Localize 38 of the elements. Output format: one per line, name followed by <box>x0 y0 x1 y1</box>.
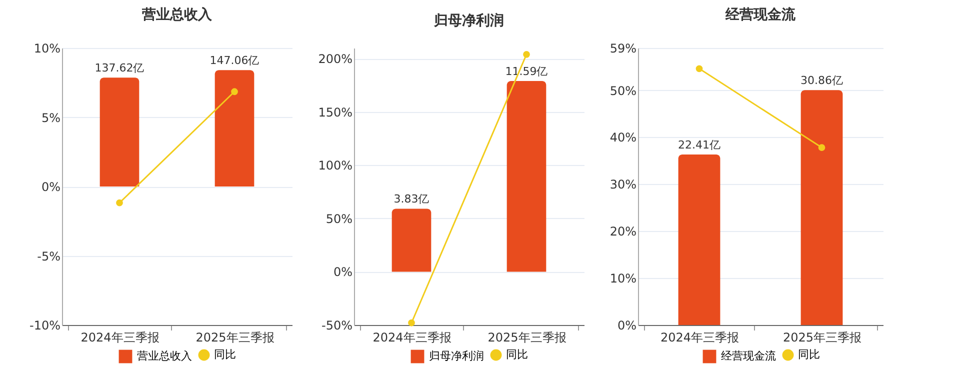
y-tick-label: 150% <box>318 105 352 120</box>
legend-label: 经营现金流 <box>721 350 776 362</box>
x-tick-label: 2024年三季报 <box>80 330 160 344</box>
y-tick-label: 30% <box>610 178 636 192</box>
y-tick-label: 20% <box>610 224 636 239</box>
chart-title: 经营现金流 <box>724 6 796 23</box>
y-tick-label: 0% <box>617 318 636 332</box>
legend-label: 营业总收入 <box>137 350 192 362</box>
y-tick-label: 50% <box>326 212 352 226</box>
data-label: 137.62亿 <box>94 62 144 75</box>
x-tick-label: 2025年三季报 <box>782 330 862 344</box>
chart-title: 营业总收入 <box>141 7 213 23</box>
legend-label: 同比 <box>798 348 820 361</box>
y-tick-label: 5% <box>41 110 60 125</box>
y-tick-label: 59% <box>610 42 636 56</box>
y-tick-label: 100% <box>318 158 352 173</box>
x-tick-label: 2024年三季报 <box>660 330 740 344</box>
y-tick-label: -50% <box>321 318 352 332</box>
legend-label: 同比 <box>214 348 236 361</box>
legend-label: 同比 <box>506 348 528 361</box>
y-tick-label: 10% <box>34 42 60 56</box>
y-tick-label: 200% <box>318 52 352 66</box>
data-label: 3.83亿 <box>394 192 430 206</box>
data-label: 22.41亿 <box>678 138 720 152</box>
y-tick-label: 40% <box>610 130 636 145</box>
y-tick-label: 50% <box>610 84 636 98</box>
y-tick-label: -10% <box>29 318 60 332</box>
data-label: 147.06亿 <box>210 54 260 68</box>
x-tick-label: 2025年三季报 <box>488 330 566 344</box>
y-tick-label: 0% <box>41 180 60 194</box>
data-label: 30.86亿 <box>800 74 843 88</box>
legend-label: 归母净利润 <box>429 350 484 362</box>
x-tick-label: 2024年三季报 <box>372 330 452 344</box>
y-tick-label: 10% <box>610 272 636 286</box>
y-tick-label: 0% <box>333 265 352 280</box>
x-tick-label: 2025年三季报 <box>196 330 274 344</box>
y-tick-label: -5% <box>37 249 60 264</box>
chart-title: 归母净利润 <box>433 12 504 29</box>
